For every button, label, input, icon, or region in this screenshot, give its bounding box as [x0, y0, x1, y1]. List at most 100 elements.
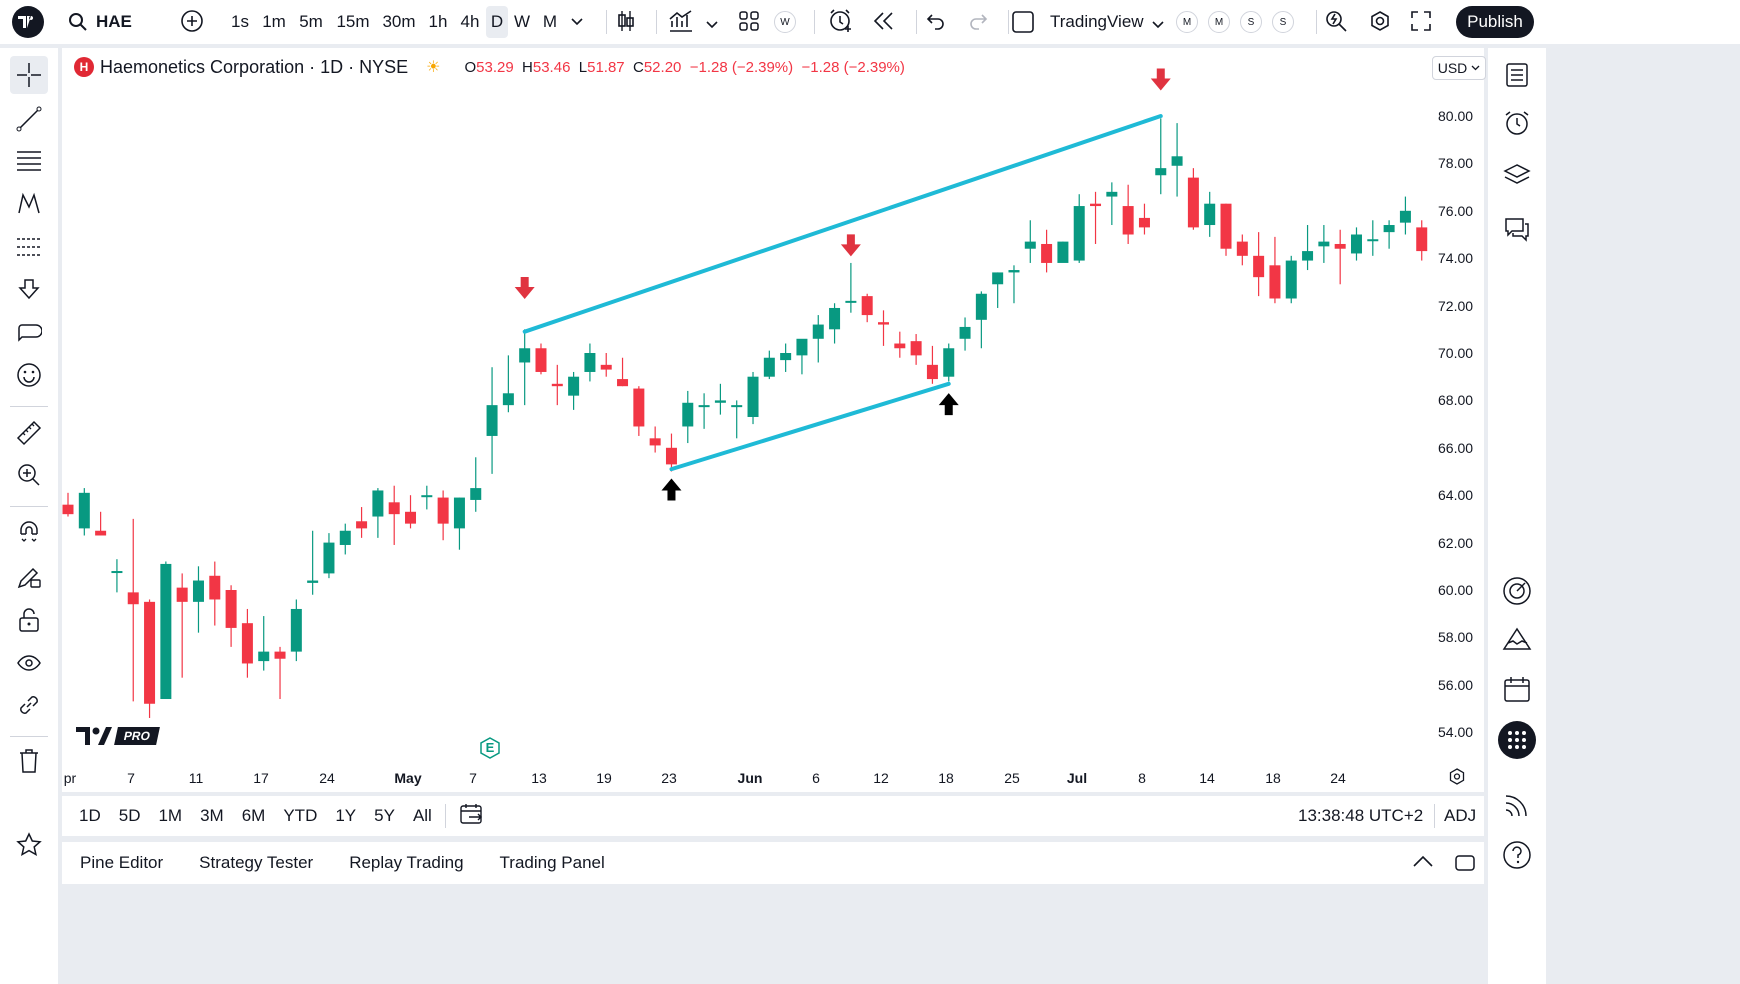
interval-w[interactable]: W — [513, 12, 531, 31]
symbol-search-button[interactable]: HAE — [68, 6, 132, 38]
hide-tool[interactable] — [10, 644, 48, 682]
arrow-tool[interactable] — [10, 270, 48, 308]
earnings-marker[interactable]: E — [479, 737, 501, 759]
gear-icon — [1371, 11, 1389, 31]
interval-group: 1s 1m 5m 15m 30m 1h 4h D W M — [224, 6, 590, 38]
price-chart[interactable] — [62, 48, 1484, 792]
alerts-button[interactable] — [1498, 104, 1536, 142]
candle-body — [617, 379, 629, 387]
fib-tool[interactable] — [10, 142, 48, 180]
lock-tool[interactable] — [10, 601, 48, 639]
interval-d[interactable]: D — [486, 6, 508, 38]
templates-button[interactable] — [738, 10, 760, 37]
trendline — [522, 114, 1163, 334]
news-stream-button[interactable] — [1498, 786, 1536, 824]
earnings-icon — [480, 737, 500, 759]
range-1y[interactable]: 1Y — [335, 806, 357, 825]
delete-tool[interactable] — [10, 742, 48, 780]
tab-trading-panel[interactable]: Trading Panel — [499, 853, 605, 872]
divider — [10, 406, 48, 407]
forecast-tool[interactable] — [10, 228, 48, 266]
publish-button[interactable]: Publish — [1456, 6, 1534, 38]
layout-dropdown[interactable] — [1152, 16, 1164, 34]
candle-body — [1334, 243, 1346, 249]
tab-replay-trading[interactable]: Replay Trading — [349, 853, 464, 872]
screener-button[interactable] — [1498, 572, 1536, 610]
settings-button[interactable] — [1368, 9, 1392, 38]
goto-date-button[interactable] — [460, 803, 484, 830]
collapse-panel-button[interactable] — [1412, 854, 1434, 873]
object-tree-button[interactable] — [1498, 156, 1536, 194]
indicators-dropdown[interactable] — [706, 16, 718, 34]
interval-30m[interactable]: 30m — [382, 12, 416, 31]
undo-button[interactable] — [926, 11, 946, 36]
chip-m1[interactable]: M — [1176, 11, 1198, 33]
tab-strategy-tester[interactable]: Strategy Tester — [199, 853, 314, 872]
products-button[interactable] — [1498, 721, 1536, 759]
range-1d[interactable]: 1D — [79, 806, 101, 825]
magnet-tool[interactable] — [10, 514, 48, 552]
currency-dropdown[interactable]: USD — [1432, 56, 1486, 80]
adjust-button[interactable]: ADJ — [1444, 806, 1477, 825]
range-all[interactable]: All — [412, 806, 432, 825]
clock[interactable]: 13:38:48 UTC+2 — [1298, 806, 1424, 825]
interval-1m[interactable]: 1m — [262, 12, 286, 31]
watchlist-button[interactable] — [1498, 56, 1536, 94]
range-5d[interactable]: 5D — [118, 806, 141, 825]
help-button[interactable] — [1498, 836, 1536, 874]
zoom-tool[interactable] — [10, 456, 48, 494]
ideas-button[interactable] — [1498, 620, 1536, 658]
chart-pane[interactable] — [62, 48, 1484, 792]
chip-s2[interactable]: S — [1272, 11, 1294, 33]
watchlist-star[interactable] — [10, 826, 48, 864]
symbol-title[interactable]: Haemonetics Corporation · 1D · NYSE — [100, 56, 409, 77]
calendar-button[interactable] — [1498, 670, 1536, 708]
quick-search-button[interactable] — [1324, 9, 1348, 38]
candle-body — [600, 364, 612, 370]
candle-body — [78, 492, 90, 529]
chip-m2[interactable]: M — [1208, 11, 1230, 33]
indicators-button[interactable] — [668, 9, 694, 38]
pattern-tool[interactable] — [10, 185, 48, 223]
alert-button[interactable] — [828, 8, 854, 39]
interval-m[interactable]: M — [542, 12, 558, 31]
compare-symbol-button[interactable] — [180, 9, 204, 38]
fullscreen-button[interactable] — [1410, 10, 1432, 37]
candle-body — [1155, 168, 1167, 176]
shape-tool[interactable] — [10, 313, 48, 351]
range-3m[interactable]: 3M — [200, 806, 224, 825]
layout-button[interactable] — [1012, 11, 1034, 38]
link-tool[interactable] — [10, 686, 48, 724]
tab-pine-editor[interactable]: Pine Editor — [80, 853, 164, 872]
chip-w[interactable]: W — [774, 11, 796, 33]
stay-in-drawing-tool[interactable] — [10, 558, 48, 596]
maximize-panel-button[interactable] — [1454, 852, 1476, 879]
candle-body — [959, 326, 971, 339]
range-1m[interactable]: 1M — [158, 806, 183, 825]
trendline-tool[interactable] — [10, 100, 48, 138]
tradingview-logo[interactable] — [12, 6, 44, 38]
time-tick-label: Jul — [1066, 770, 1088, 786]
measure-tool[interactable] — [10, 414, 48, 452]
replay-button[interactable] — [872, 10, 896, 37]
range-ytd[interactable]: YTD — [283, 806, 318, 825]
interval-1h[interactable]: 1h — [428, 12, 448, 31]
chip-s1[interactable]: S — [1240, 11, 1262, 33]
interval-15m[interactable]: 15m — [336, 12, 370, 31]
chats-button[interactable] — [1498, 210, 1536, 248]
apps-icon — [1498, 721, 1536, 759]
interval-5m[interactable]: 5m — [299, 12, 323, 31]
crosshair-tool[interactable] — [10, 56, 48, 94]
interval-4h[interactable]: 4h — [460, 12, 480, 31]
redo-button[interactable] — [968, 11, 988, 36]
axis-settings-button[interactable] — [1448, 768, 1466, 791]
range-5y[interactable]: 5Y — [374, 806, 395, 825]
time-tick-label: 18 — [1265, 770, 1281, 786]
interval-1s[interactable]: 1s — [231, 12, 249, 31]
chart-type-button[interactable] — [614, 9, 638, 38]
candle-body — [633, 388, 645, 427]
interval-dropdown[interactable] — [564, 6, 590, 38]
emoji-tool[interactable] — [10, 356, 48, 394]
layout-name[interactable]: TradingView — [1050, 12, 1144, 31]
range-6m[interactable]: 6M — [241, 806, 266, 825]
